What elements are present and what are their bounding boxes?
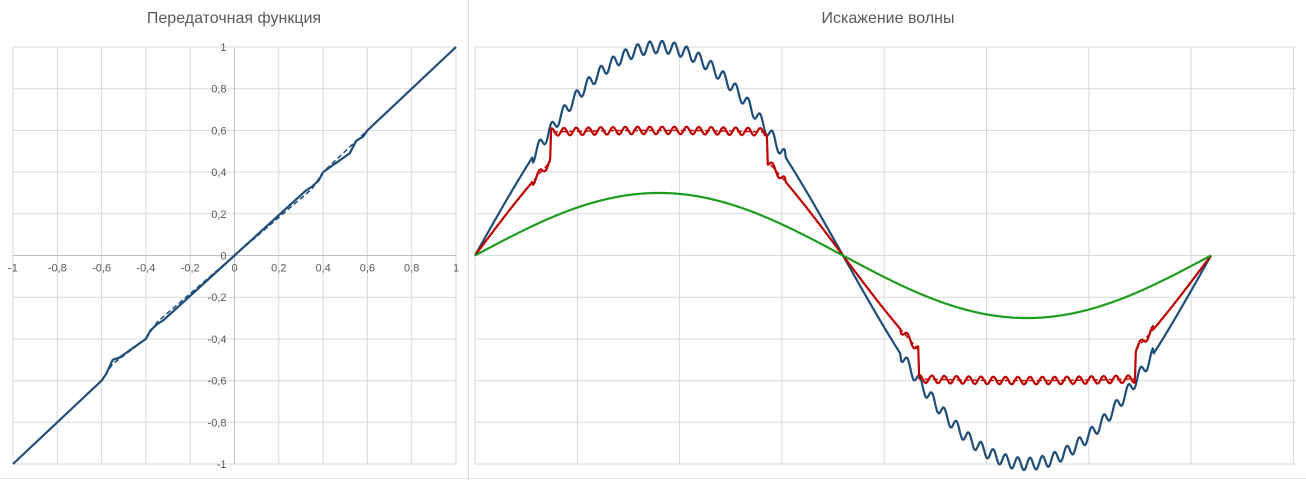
x-tick-label: 0,6 — [360, 263, 375, 275]
chart-divider — [468, 0, 469, 480]
y-tick-label: -0,8 — [208, 417, 227, 429]
x-tick-label: -0,4 — [136, 263, 155, 275]
x-tick-label: -0,2 — [181, 263, 200, 275]
wave-distortion-chart: Искажение волны — [470, 0, 1306, 480]
x-tick-label: 1 — [453, 263, 459, 275]
transfer-function-plot: -1 -0,8 -0,6 -0,4 -0,2 0 0,2 0,4 0,6 0,8 1 1 0,8 0,6 0… — [8, 42, 459, 471]
x-tick-label: -0,8 — [48, 263, 67, 275]
y-tick-label: 1 — [220, 42, 226, 54]
y-tick-label: 0,4 — [211, 167, 226, 179]
y-tick-label: 0,8 — [211, 84, 226, 96]
chart-title: Передаточная функция — [146, 10, 322, 27]
y-tick-label: 0,2 — [211, 209, 226, 221]
x-tick-label: 0,8 — [404, 263, 419, 275]
y-tick-label: -0,4 — [208, 334, 227, 346]
wave-distortion-plot — [474, 39, 1296, 472]
x-tick-label: -0,6 — [92, 263, 111, 275]
y-tick-label: -0,2 — [208, 292, 227, 304]
series-line-1 — [12, 46, 457, 465]
transfer-function-chart: Передаточная функция -1 -0,8 -0,6 -0,4 -0,2 0… — [0, 0, 468, 480]
x-tick-label: 0 — [231, 263, 237, 275]
x-tick-label: -1 — [8, 263, 18, 275]
x-tick-label: 0,4 — [315, 263, 330, 275]
y-tick-label: 0,6 — [211, 125, 226, 137]
y-tick-label: -1 — [217, 459, 227, 471]
y-tick-label: 0 — [220, 251, 226, 263]
x-tick-label: 0,2 — [271, 263, 286, 275]
chart-title: Искажение волны — [821, 10, 955, 27]
y-tick-label: -0,6 — [208, 376, 227, 388]
wave-series-3 — [474, 191, 1212, 320]
bottom-border — [0, 478, 1306, 479]
